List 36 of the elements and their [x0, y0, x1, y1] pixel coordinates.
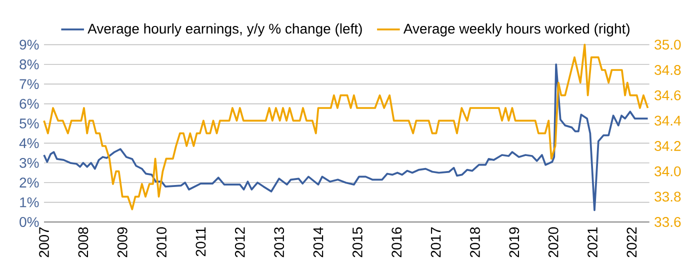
x-tick-label: 2010 — [156, 227, 167, 258]
y2-tick-label: 34.4 — [654, 116, 681, 126]
y2-tick-label: 34.8 — [654, 65, 681, 75]
x-tick-label: 2021 — [588, 227, 598, 258]
y-tick-label: 5% — [20, 118, 39, 128]
y2-tick-label: 34.0 — [654, 166, 681, 176]
x-tick-label: 2019 — [509, 227, 520, 258]
y-tick-label: 4% — [19, 138, 39, 148]
y2-tick-label: 35.0 — [654, 40, 681, 50]
x-tick-label: 2014 — [313, 227, 324, 258]
y-tick-label: 9% — [20, 40, 39, 50]
x-tick-label: 2015 — [352, 227, 362, 258]
x-tick-label: 2008 — [78, 227, 88, 258]
x-tick-label: 2007 — [39, 227, 49, 258]
y2-tick-label: 33.8 — [654, 192, 681, 202]
legend-label: Average hourly earnings, y/y % change (left) — [88, 23, 362, 36]
x-tick-label: 2022 — [626, 227, 637, 258]
x-tick-label: 2009 — [117, 227, 128, 258]
legend-label: Average weekly hours worked (right) — [403, 23, 630, 36]
y-tick-label: 3% — [20, 158, 39, 168]
y2-tick-label: 34.6 — [654, 90, 681, 100]
y-tick-label: 8% — [20, 59, 39, 70]
x-tick-label: 2018 — [470, 227, 480, 258]
y2-tick-label: 33.6 — [654, 217, 681, 227]
y-tick-label: 6% — [20, 98, 39, 109]
x-tick-label: 2013 — [274, 227, 284, 258]
y-tick-label: 7% — [20, 79, 39, 89]
y2-tick-label: 34.2 — [654, 141, 681, 151]
x-tick-label: 2011 — [196, 227, 206, 256]
x-tick-label: 2016 — [392, 227, 402, 258]
y-tick-label: 2% — [20, 178, 39, 188]
x-tick-label: 2020 — [548, 227, 558, 258]
x-tick-label: 2012 — [234, 227, 245, 258]
y-tick-label: 1% — [20, 197, 39, 208]
x-tick-label: 2017 — [430, 227, 441, 258]
y-tick-label: 0% — [20, 217, 39, 227]
